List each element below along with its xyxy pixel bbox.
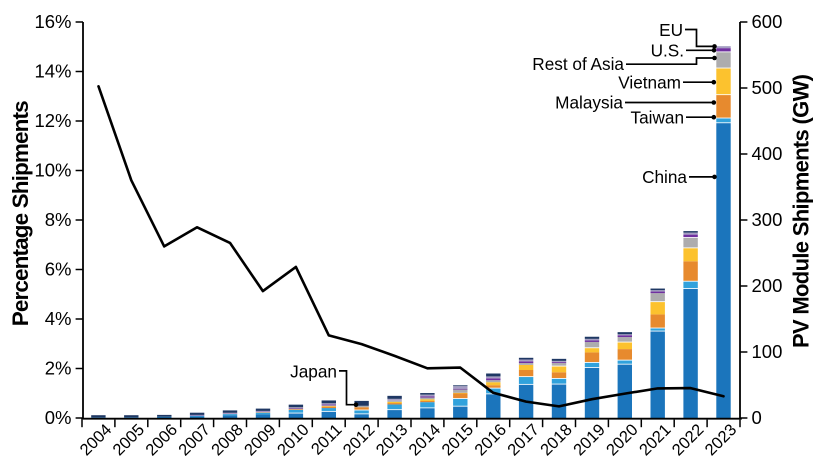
svg-text:China: China [642, 167, 687, 187]
svg-text:PV Module Shipments (GW): PV Module Shipments (GW) [789, 74, 814, 348]
svg-text:EU: EU [659, 20, 683, 40]
svg-text:500: 500 [752, 77, 783, 98]
svg-text:4%: 4% [45, 308, 72, 329]
svg-text:U.S.: U.S. [651, 41, 684, 61]
svg-text:Taiwan: Taiwan [631, 107, 685, 127]
svg-text:0%: 0% [45, 407, 72, 428]
svg-text:6%: 6% [45, 259, 72, 280]
svg-text:Rest of Asia: Rest of Asia [532, 54, 624, 74]
svg-text:0: 0 [752, 407, 762, 428]
svg-text:Percentage Shipments: Percentage Shipments [8, 100, 33, 326]
svg-text:Malaysia: Malaysia [555, 93, 623, 113]
svg-text:14%: 14% [34, 61, 71, 82]
svg-text:12%: 12% [34, 110, 71, 131]
svg-text:Vietnam: Vietnam [618, 72, 681, 92]
svg-text:10%: 10% [34, 160, 71, 181]
svg-text:200: 200 [752, 275, 783, 296]
svg-text:100: 100 [752, 341, 783, 362]
svg-text:Japan: Japan [290, 361, 337, 381]
svg-text:600: 600 [752, 11, 783, 32]
svg-text:2%: 2% [45, 358, 72, 379]
svg-text:300: 300 [752, 209, 783, 230]
svg-text:8%: 8% [45, 209, 72, 230]
svg-text:16%: 16% [34, 11, 71, 32]
svg-text:400: 400 [752, 143, 783, 164]
